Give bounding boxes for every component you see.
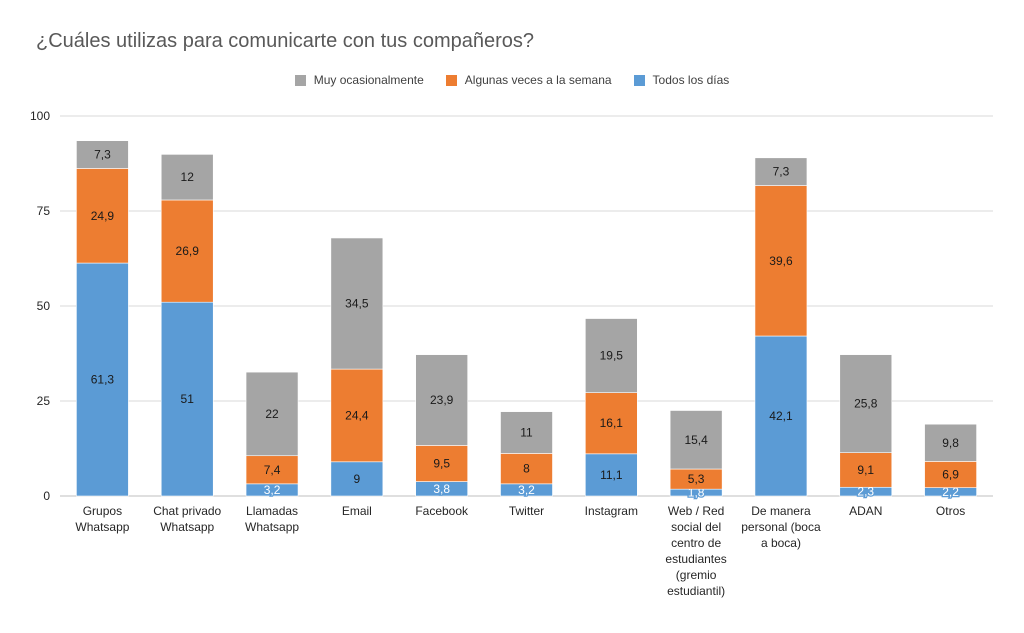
legend-label: Todos los días bbox=[652, 73, 730, 87]
bar-segment bbox=[754, 335, 808, 497]
data-label: 12 bbox=[181, 170, 195, 184]
bar-segment bbox=[500, 411, 553, 454]
legend-swatch-blue bbox=[633, 74, 645, 86]
data-label: 9,8 bbox=[942, 436, 959, 450]
data-label: 51 bbox=[181, 392, 195, 406]
data-label: 8 bbox=[523, 462, 530, 476]
bar-segment bbox=[330, 461, 384, 497]
y-tick-label: 50 bbox=[37, 299, 51, 313]
y-tick-label: 0 bbox=[43, 489, 50, 503]
data-label: 3,8 bbox=[433, 482, 450, 496]
x-tick-label: Instagram bbox=[584, 504, 638, 518]
legend-item-muy-ocasionalmente: Muy ocasionalmente bbox=[294, 73, 424, 87]
bar-segment bbox=[585, 392, 638, 455]
data-label: 24,9 bbox=[91, 209, 115, 223]
data-label: 19,5 bbox=[600, 349, 624, 363]
legend-item-todos-los-dias: Todos los días bbox=[633, 73, 730, 87]
data-label: 6,9 bbox=[942, 468, 959, 482]
y-tick-label: 100 bbox=[30, 109, 50, 123]
x-tick-label: Llamadas Whatsapp bbox=[245, 504, 300, 534]
data-label: 3,2 bbox=[264, 483, 281, 497]
data-label: 22 bbox=[265, 407, 279, 421]
x-tick-label: Grupos Whatsapp bbox=[75, 504, 130, 534]
bar-segment bbox=[500, 453, 553, 485]
data-label: 7,3 bbox=[94, 148, 111, 162]
bar-segment bbox=[415, 354, 468, 446]
bar-segment bbox=[924, 423, 977, 462]
bar-segment bbox=[754, 157, 808, 186]
data-label: 9 bbox=[354, 472, 361, 486]
data-label: 23,9 bbox=[430, 393, 454, 407]
data-label: 9,1 bbox=[857, 463, 874, 477]
data-label: 7,4 bbox=[264, 463, 281, 477]
bar-segment bbox=[839, 452, 893, 488]
bar-segment bbox=[160, 154, 214, 201]
x-tick-label: Facebook bbox=[415, 504, 469, 518]
legend-label: Muy ocasionalmente bbox=[313, 73, 424, 87]
bar-segment bbox=[245, 455, 299, 485]
x-tick-label: Otros bbox=[935, 504, 966, 518]
data-label: 16,1 bbox=[600, 416, 624, 430]
legend-item-algunas-veces: Algunas veces a la semana bbox=[445, 73, 612, 87]
data-label: 25,8 bbox=[854, 397, 878, 411]
bar-segment bbox=[585, 453, 638, 497]
x-tick-label: ADAN bbox=[849, 504, 883, 518]
bar-segment bbox=[160, 199, 214, 303]
data-label: 34,5 bbox=[345, 297, 369, 311]
data-label: 5,3 bbox=[688, 472, 705, 486]
data-label: 15,4 bbox=[684, 433, 708, 447]
x-tick-label: Web / Red social del centro de estudiant… bbox=[665, 504, 727, 598]
data-label: 39,6 bbox=[769, 254, 793, 268]
x-tick-label: De manera personal (boca a boca) bbox=[741, 504, 821, 550]
bar-segment bbox=[839, 354, 893, 453]
bar-segment bbox=[669, 410, 723, 470]
bar-segment bbox=[330, 368, 384, 463]
x-tick-label: Twitter bbox=[508, 504, 545, 518]
y-tick-label: 25 bbox=[37, 394, 51, 408]
bar-segment bbox=[754, 185, 808, 337]
data-label: 24,4 bbox=[345, 408, 369, 422]
data-label: 11 bbox=[520, 426, 533, 440]
legend-label: Algunas veces a la semana bbox=[464, 73, 612, 87]
bar-segment bbox=[245, 371, 299, 457]
x-tick-label: Chat privado Whatsapp bbox=[153, 504, 222, 534]
chart-legend: Muy ocasionalmente Algunas veces a la se… bbox=[0, 73, 1024, 87]
data-label: 11,1 bbox=[600, 468, 623, 482]
bar-segment bbox=[330, 237, 384, 370]
y-tick-label: 75 bbox=[37, 204, 51, 218]
data-label: 7,3 bbox=[773, 165, 790, 179]
data-label: 61,3 bbox=[91, 373, 115, 387]
chart-title: ¿Cuáles utilizas para comunicarte con tu… bbox=[36, 30, 535, 52]
legend-swatch-gray bbox=[294, 74, 306, 86]
x-tick-label: Email bbox=[341, 504, 372, 518]
data-label: 26,9 bbox=[176, 244, 200, 258]
data-label: 42,1 bbox=[769, 409, 793, 423]
data-label: 3,2 bbox=[518, 483, 535, 497]
legend-swatch-orange bbox=[445, 74, 457, 86]
bar-segment bbox=[585, 318, 638, 393]
data-label: 9,5 bbox=[433, 457, 450, 471]
bar-segment bbox=[76, 140, 129, 169]
